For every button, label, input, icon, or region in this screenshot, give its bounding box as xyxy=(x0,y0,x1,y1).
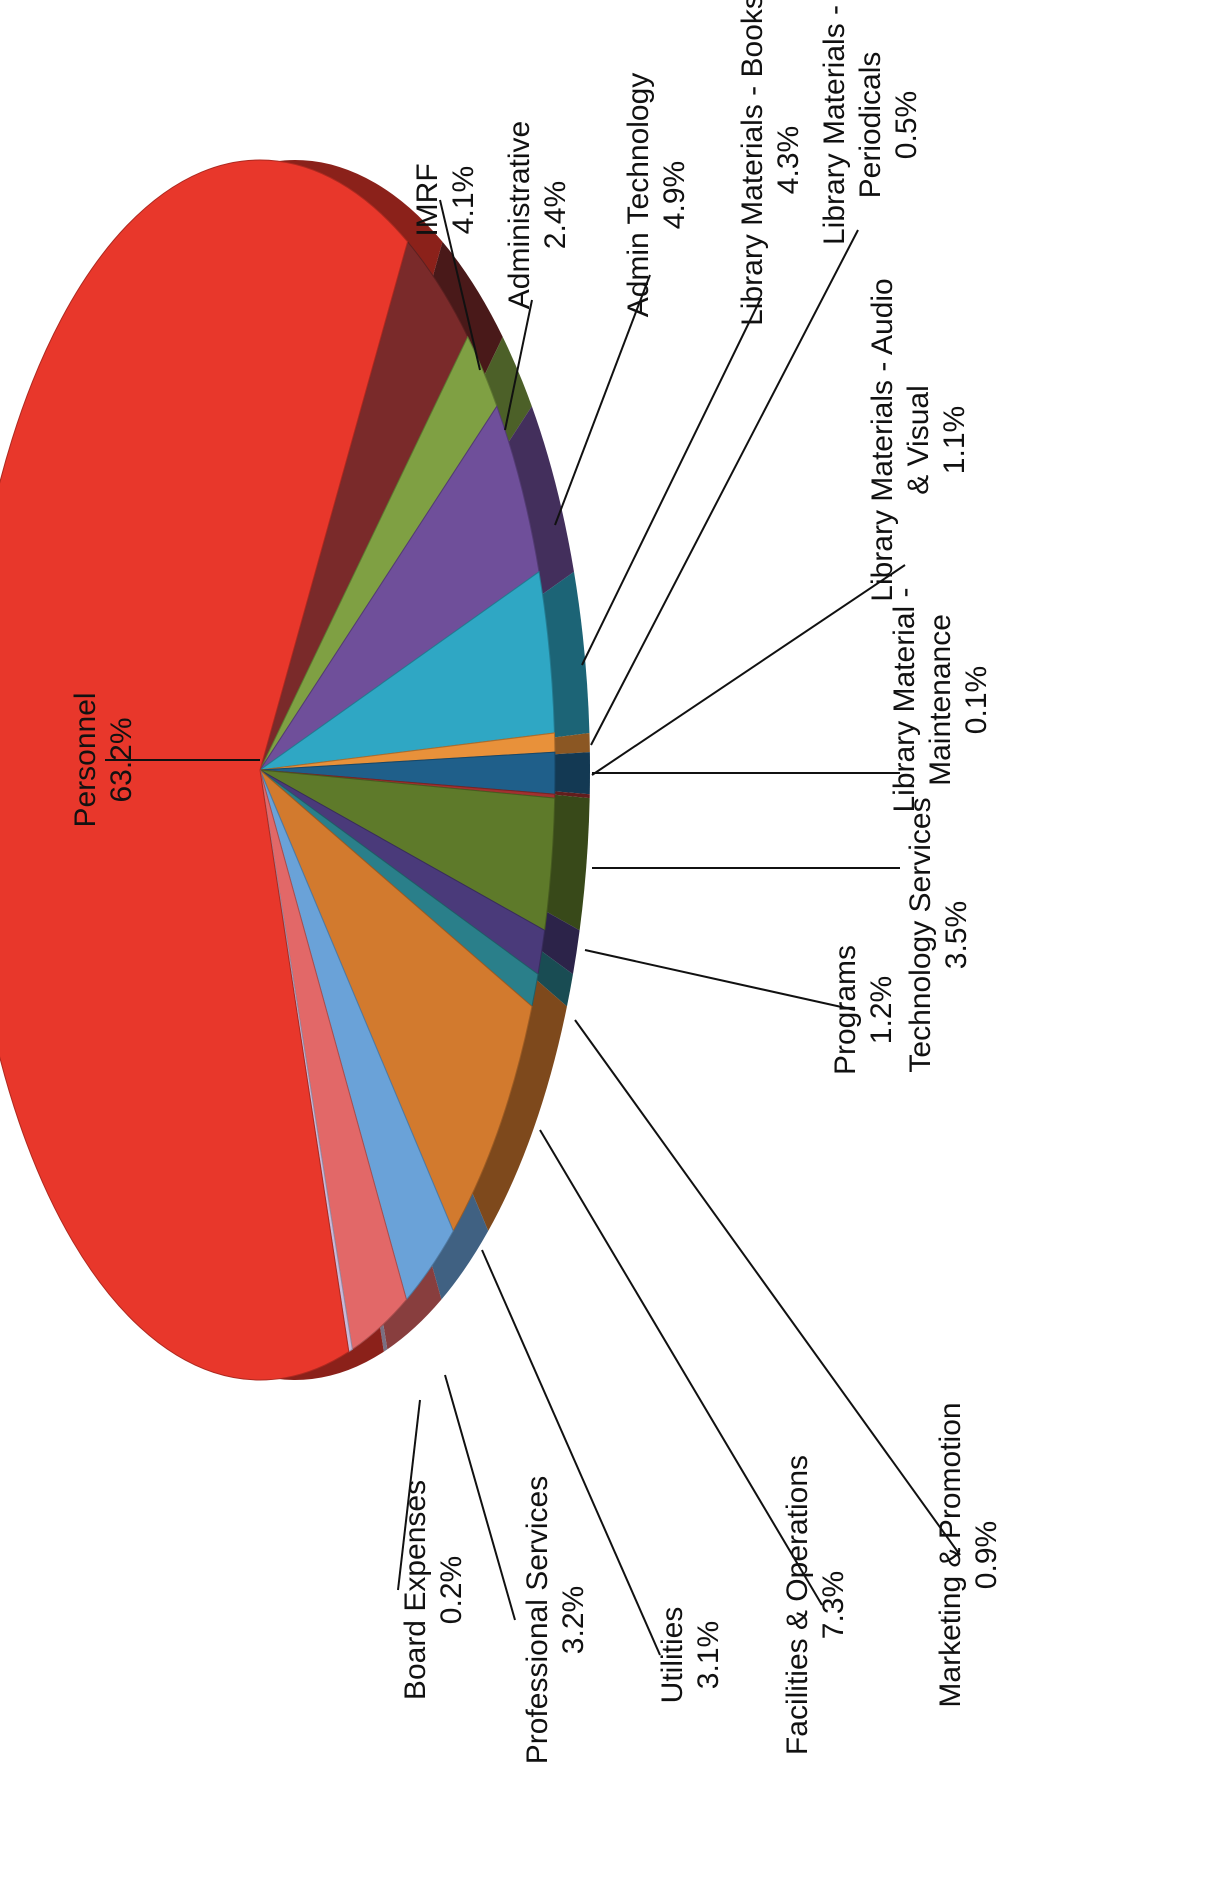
slice-pct-utilities: 3.1% xyxy=(692,1621,725,1689)
slice-name-library-materials-audio-and-visual: & Visual xyxy=(902,385,935,495)
slice-pct-admin-technology: 4.9% xyxy=(658,161,691,229)
pie-slice-library-materials-books xyxy=(259,570,555,771)
slice-name-library-materials-periodicals: Library Materials - xyxy=(818,5,851,245)
slice-pct-imrf: 4.1% xyxy=(447,166,480,234)
slice-name-library-materials-audio-and-visual: Library Materials - Audio xyxy=(866,278,899,601)
slice-pct-library-materials-periodicals: 0.5% xyxy=(890,91,923,159)
slice-pct-technology-services: 3.5% xyxy=(940,901,973,969)
slice-label-personnel: Personnel 63.2% xyxy=(69,692,138,827)
leader-line-administrative xyxy=(504,299,533,431)
leader-line-imrf xyxy=(439,199,481,371)
leader-line-facilities-and-operations xyxy=(539,1129,823,1606)
leader-line-library-materials-periodicals xyxy=(590,229,859,746)
slice-label-facilities-and-operations: Facilities & Operations 7.3% xyxy=(781,1455,850,1755)
slice-pct-library-materials-books: 4.3% xyxy=(772,126,805,194)
pie-slice-facilities-and-operations xyxy=(259,769,533,1233)
slice-pct-programs: 1.2% xyxy=(865,976,898,1044)
slice-name-imrf: IMRF xyxy=(411,163,444,236)
slice-name-admin-technology: Admin Technology xyxy=(622,73,655,318)
pie-slice-personnel xyxy=(0,159,409,1381)
slice-label-utilities: Utilities 3.1% xyxy=(656,1607,725,1704)
leader-line-professional-services xyxy=(444,1374,516,1621)
slice-label-board-expenses: Board Expenses 0.2% xyxy=(399,1480,468,1700)
slice-name-programs: Programs xyxy=(829,945,862,1075)
slice-label-professional-services: Professional Services 3.2% xyxy=(521,1476,590,1764)
slice-name-marketing-and-promotion: Marketing & Promotion xyxy=(934,1402,967,1707)
leader-line-library-materials-audio-and-visual xyxy=(591,564,906,776)
slice-pct-facilities-and-operations: 7.3% xyxy=(817,1571,850,1639)
slice-name-facilities-and-operations: Facilities & Operations xyxy=(781,1455,814,1755)
slice-pct-professional-services: 3.2% xyxy=(557,1586,590,1654)
slice-name-library-material-maintenance: Maintenance xyxy=(924,614,957,786)
leader-line-library-materials-books xyxy=(581,299,761,666)
slice-pct-personnel: 63.2% xyxy=(105,717,138,802)
slice-name-library-materials-periodicals: Periodicals xyxy=(854,52,887,199)
slice-label-technology-services: Technology Services 3.5% xyxy=(904,797,973,1072)
pie-body xyxy=(0,159,590,1381)
leader-line-marketing-and-promotion xyxy=(574,1019,961,1556)
leader-lines xyxy=(105,199,961,1656)
slice-label-programs: Programs 1.2% xyxy=(829,945,898,1075)
pie-slice-admin-technology xyxy=(259,405,540,771)
leader-line-programs xyxy=(584,949,856,1011)
slice-pct-board-expenses: 0.2% xyxy=(435,1556,468,1624)
leader-line-utilities xyxy=(481,1249,661,1656)
slice-name-professional-services: Professional Services xyxy=(521,1476,554,1764)
slice-name-technology-services: Technology Services xyxy=(904,797,937,1072)
slice-label-administrative: Administrative 2.4% xyxy=(503,121,572,309)
slice-label-library-materials-audio-and-visual: Library Materials - Audio & Visual 1.1% xyxy=(866,278,971,601)
slice-label-library-material-maintenance: Library Material - Maintenance 0.1% xyxy=(888,587,993,812)
slice-labels: Personnel 63.2% IMRF 4.1% Administrative 2.4%… xyxy=(69,0,1003,1764)
slice-label-marketing-and-promotion: Marketing & Promotion 0.9% xyxy=(934,1402,1003,1707)
leader-line-admin-technology xyxy=(554,274,651,526)
slice-name-personnel: Personnel xyxy=(69,692,102,827)
slice-pct-administrative: 2.4% xyxy=(539,181,572,249)
slice-label-imrf: IMRF 4.1% xyxy=(411,163,480,236)
slice-pct-marketing-and-promotion: 0.9% xyxy=(970,1521,1003,1589)
slice-label-admin-technology: Admin Technology 4.9% xyxy=(622,73,691,318)
slice-name-utilities: Utilities xyxy=(656,1607,689,1704)
slice-label-library-materials-books: Library Materials - Books 4.3% xyxy=(736,0,805,326)
leader-line-board-expenses xyxy=(397,1399,421,1591)
slice-pct-library-material-maintenance: 0.1% xyxy=(960,666,993,734)
slice-name-library-material-maintenance: Library Material - xyxy=(888,587,921,812)
slice-pct-library-materials-audio-and-visual: 1.1% xyxy=(938,406,971,474)
slice-label-library-materials-periodicals: Library Materials - Periodicals 0.5% xyxy=(818,5,923,245)
slice-name-board-expenses: Board Expenses xyxy=(399,1480,432,1700)
slice-name-administrative: Administrative xyxy=(503,121,536,309)
slice-name-library-materials-books: Library Materials - Books xyxy=(736,0,769,326)
